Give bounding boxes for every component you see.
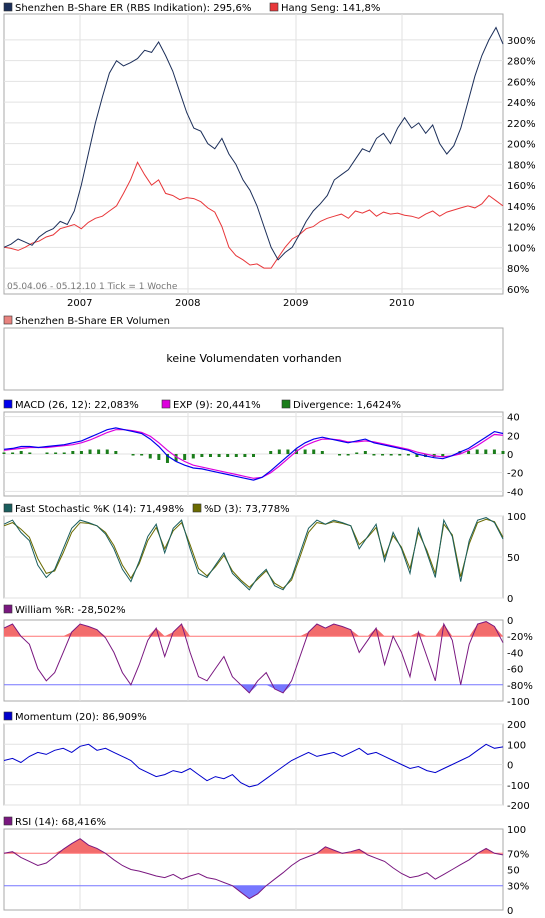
price-annotation: 05.04.06 - 05.12.10 1 Tick = 1 Woche — [7, 282, 178, 292]
stoch-ytick-2: 100 — [507, 512, 526, 523]
macd-line — [3, 427, 504, 481]
price-ytick-5: 160% — [507, 181, 536, 192]
macd-ytick-3: 20 — [507, 431, 520, 442]
macd-legend-label-1: EXP (9): 20,441% — [173, 400, 261, 411]
stoch-legend-label-1: %D (3): 73,778% — [204, 504, 290, 515]
price-ytick-7: 200% — [507, 140, 536, 151]
momentum-ytick-4: 200 — [507, 720, 526, 731]
price-ytick-2: 100% — [507, 243, 536, 254]
exp-line — [3, 429, 504, 479]
rsi-ytick-1: 50 — [507, 866, 520, 877]
stoch-k-line — [3, 517, 504, 591]
volume-legend-label-0: Shenzhen B-Share ER Volumen — [15, 316, 170, 327]
momentum-ytick-1: -100 — [507, 781, 530, 792]
rsi-line — [3, 838, 504, 900]
macd-ytick-4: 40 — [507, 413, 520, 424]
price-ytick-8: 220% — [507, 119, 536, 130]
x-label-2010: 2010 — [389, 298, 414, 309]
price-ytick-12: 300% — [507, 36, 536, 47]
william-overbought-fill — [4, 621, 503, 637]
macd-ytick-2: 0 — [507, 450, 513, 461]
rsi-legend-label-0: RSI (14): 68,416% — [15, 817, 106, 828]
price-legend-swatch-1 — [269, 2, 279, 12]
momentum-legend-swatch-0 — [3, 711, 13, 721]
rsi-level-label-low: 30% — [507, 882, 529, 893]
x-label-2009: 2009 — [283, 298, 308, 309]
x-label-2008: 2008 — [175, 298, 200, 309]
price-ytick-4: 140% — [507, 202, 536, 213]
rsi-level-label-high: 70% — [507, 849, 529, 860]
price-ytick-1: 80% — [507, 264, 529, 275]
momentum-legend-label-0: Momentum (20): 86,909% — [15, 712, 147, 723]
price-legend-label-0: Shenzhen B-Share ER (RBS Indikation): 29… — [15, 3, 251, 14]
william-line — [3, 621, 504, 694]
price-ytick-6: 180% — [507, 160, 536, 171]
rsi-oversold-fill — [4, 885, 503, 899]
stoch-ytick-1: 50 — [507, 553, 520, 564]
volume-legend-swatch-0 — [3, 315, 13, 325]
momentum-line — [3, 743, 504, 788]
stoch-legend-swatch-0 — [3, 503, 13, 513]
william-ytick-2: -40 — [507, 648, 523, 659]
price-panel-frame — [3, 13, 504, 295]
william-legend-swatch-0 — [3, 604, 13, 614]
william-oversold-fill — [4, 684, 503, 693]
momentum-ytick-2: 0 — [507, 761, 513, 772]
william-ytick-0: -100 — [507, 697, 530, 708]
x-label-2007: 2007 — [67, 298, 92, 309]
william-ytick-3: 0 — [507, 616, 513, 627]
rsi-ytick-2: 100 — [507, 825, 526, 836]
macd-legend-label-2: Divergence: 1,6424% — [293, 400, 401, 411]
rsi-ytick-0: 0 — [507, 906, 513, 917]
macd-legend-swatch-0 — [3, 399, 13, 409]
macd-legend-label-0: MACD (26, 12): 22,083% — [15, 400, 139, 411]
price-ytick-0: 60% — [507, 285, 529, 296]
stoch-legend-swatch-1 — [192, 503, 202, 513]
william-legend-label-0: William %R: -28,502% — [15, 605, 126, 616]
macd-legend-swatch-2 — [281, 399, 291, 409]
price-legend-label-1: Hang Seng: 141,8% — [281, 3, 380, 14]
macd-legend-swatch-1 — [161, 399, 171, 409]
hang-seng-line — [3, 161, 504, 269]
price-ytick-9: 240% — [507, 98, 536, 109]
price-ytick-10: 260% — [507, 77, 536, 88]
momentum-ytick-3: 100 — [507, 740, 526, 751]
volume-message: keine Volumendaten vorhanden — [166, 352, 341, 365]
macd-ytick-1: -20 — [507, 469, 523, 480]
macd-ytick-0: -40 — [507, 487, 523, 498]
william-level-label-low: -80% — [507, 681, 533, 692]
stoch-ytick-0: 0 — [507, 594, 513, 605]
william-ytick-1: -60 — [507, 665, 523, 676]
william-level-label-high: -20% — [507, 632, 533, 643]
shenzhen-line — [3, 26, 504, 261]
stoch-legend-label-0: Fast Stochastic %K (14): 71,498% — [15, 504, 184, 515]
momentum-ytick-0: -200 — [507, 801, 530, 812]
price-ytick-11: 280% — [507, 57, 536, 68]
price-legend-swatch-0 — [3, 2, 13, 12]
rsi-legend-swatch-0 — [3, 816, 13, 826]
volume-panel-frame — [3, 327, 504, 391]
price-ytick-3: 120% — [507, 223, 536, 234]
